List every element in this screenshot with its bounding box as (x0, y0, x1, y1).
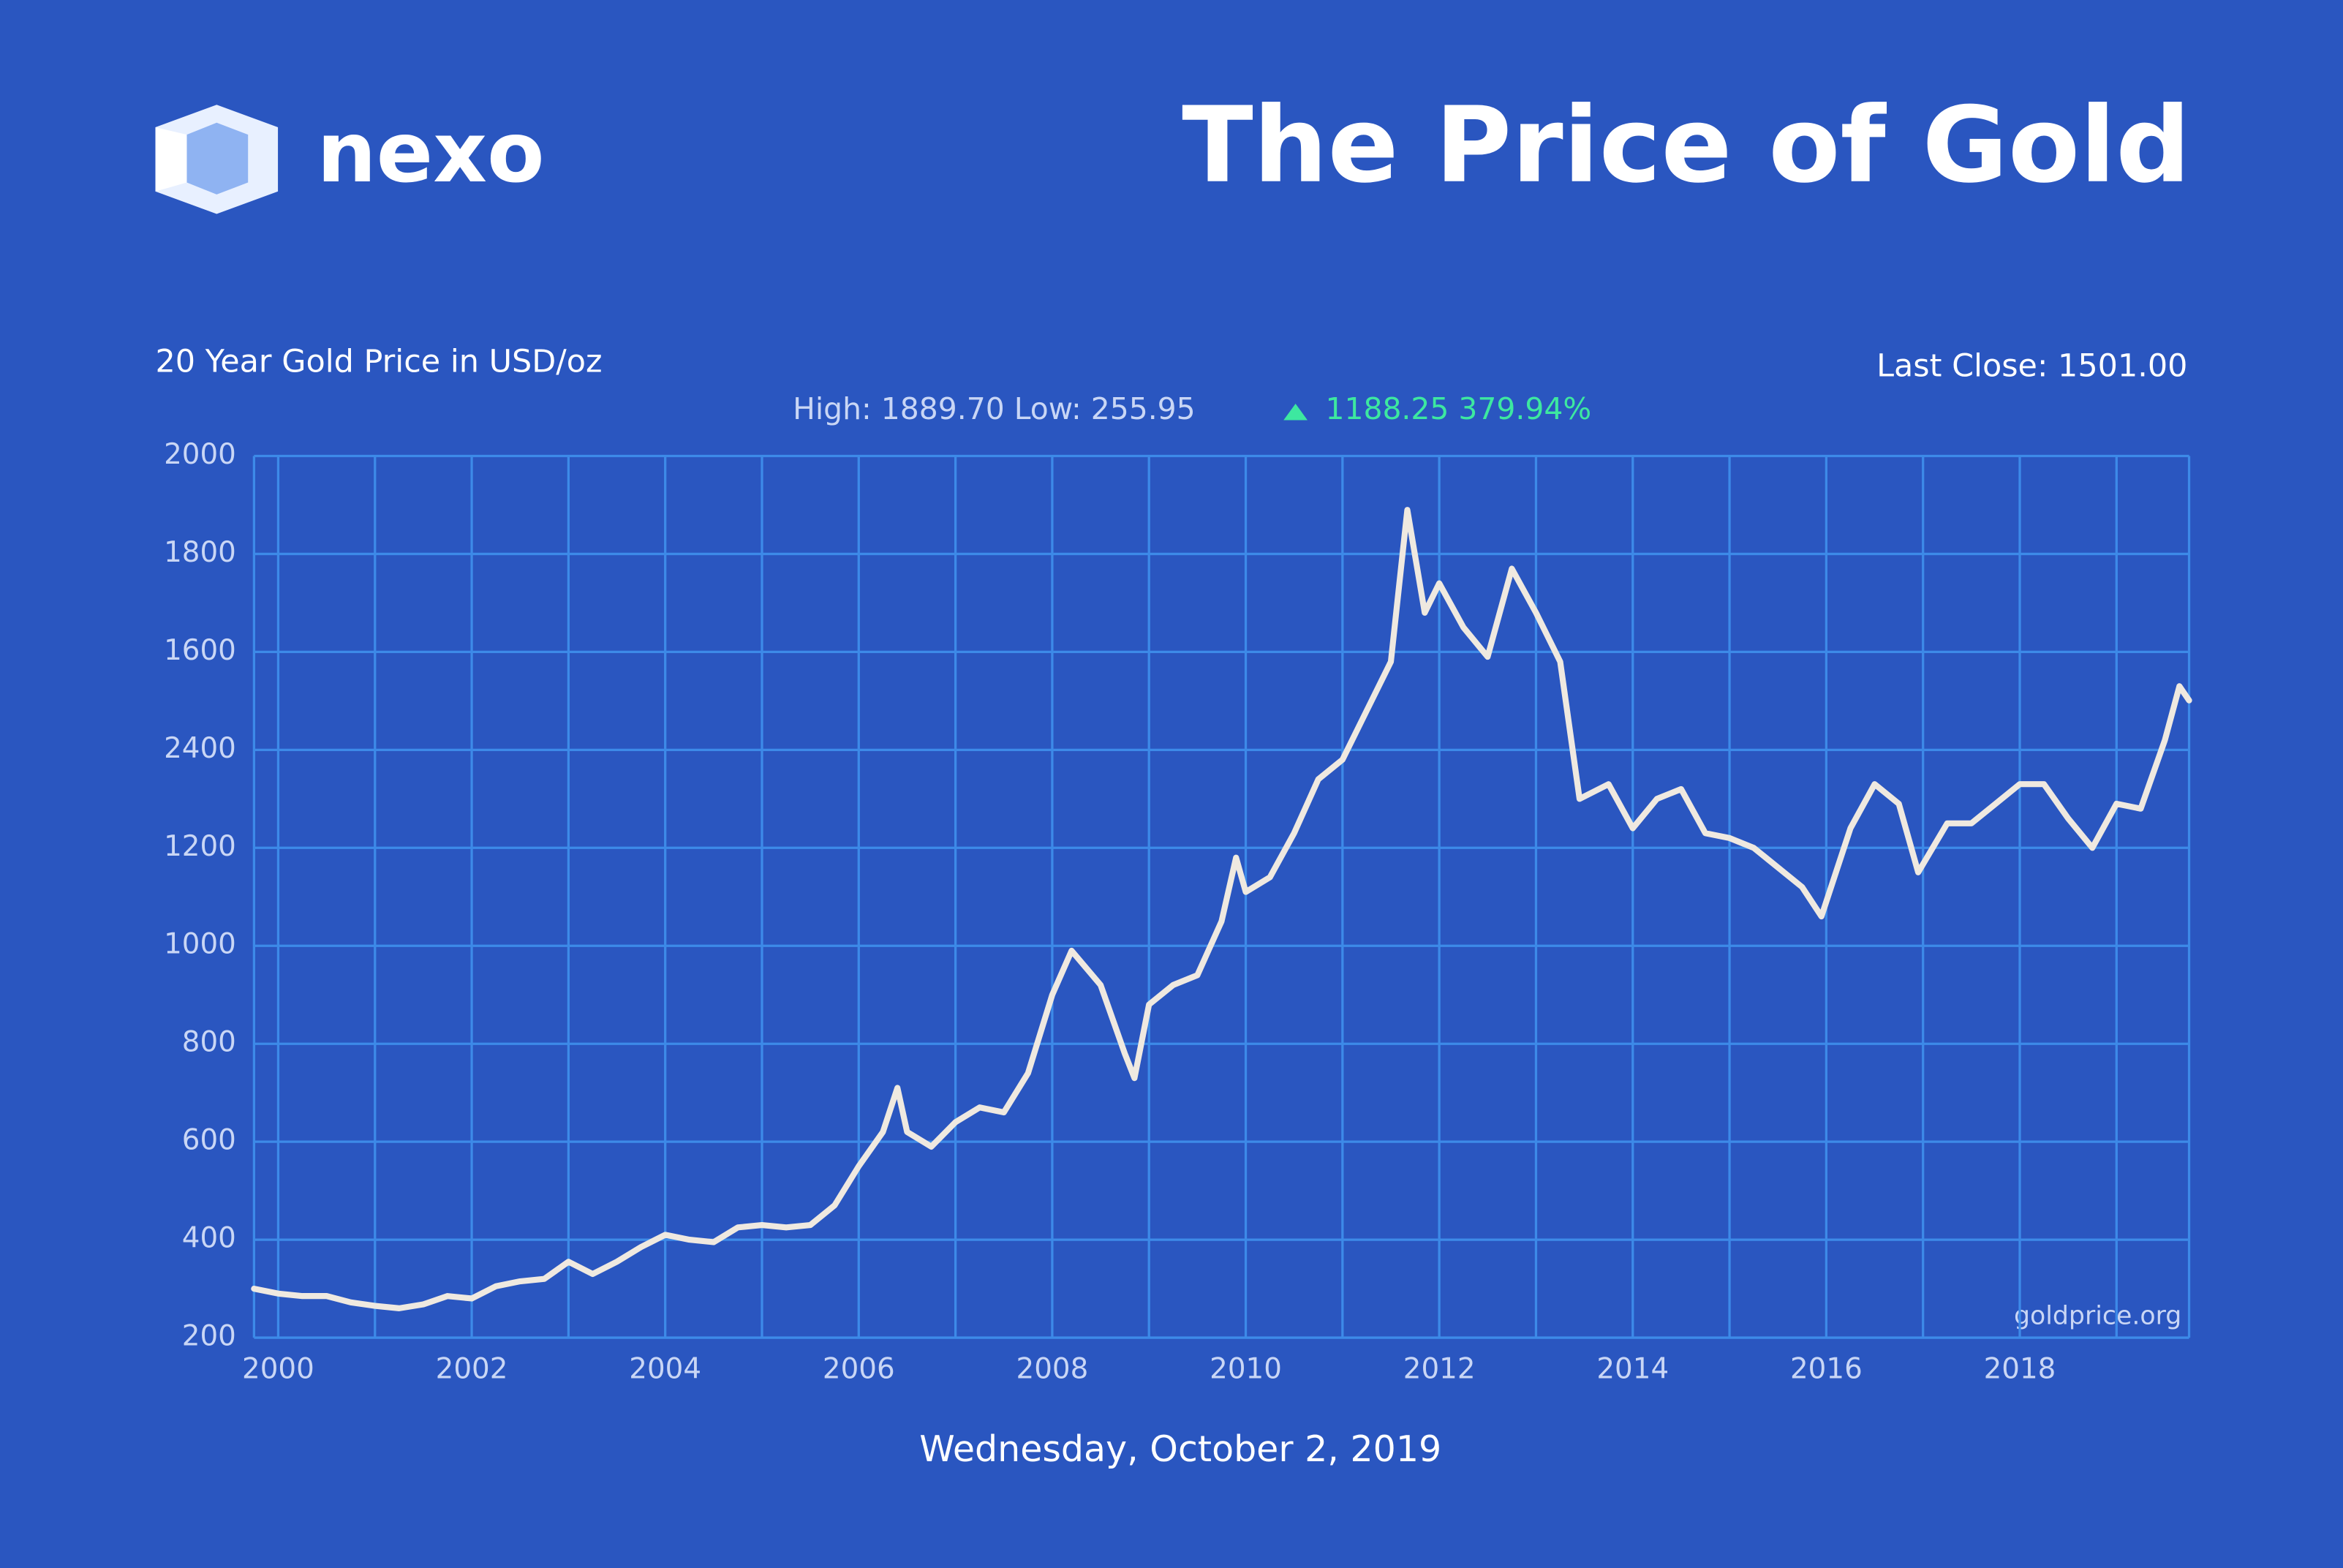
x-tick-label: 2012 (1403, 1353, 1476, 1386)
last-close: Last Close: 1501.00 (1876, 347, 2187, 384)
y-tick-label: 1600 (164, 634, 236, 667)
x-tick-label: 2014 (1596, 1353, 1669, 1386)
x-tick-label: 2004 (629, 1353, 701, 1386)
y-tick-label: 800 (182, 1026, 236, 1059)
logo-icon (155, 105, 279, 214)
y-tick-label: 1200 (164, 830, 236, 863)
high-low: High: 1889.70 Low: 255.95 (793, 391, 1196, 426)
x-tick-label: 2008 (1016, 1353, 1089, 1386)
y-tick-label: 2400 (164, 732, 236, 765)
x-tick-label: 2016 (1790, 1353, 1863, 1386)
y-tick-label: 1800 (164, 536, 236, 569)
change: 1188.25 379.94% (1325, 391, 1591, 426)
x-tick-label: 2002 (436, 1353, 508, 1386)
subtitle: 20 Year Gold Price in USD/oz (156, 343, 603, 380)
source: goldprice.org (2014, 1301, 2181, 1330)
y-tick-label: 1000 (164, 928, 236, 961)
plot-grid (252, 454, 2191, 1339)
x-tick-label: 2010 (1210, 1353, 1282, 1386)
price-line (251, 507, 2192, 1311)
date: Wednesday, October 2, 2019 (919, 1428, 1441, 1470)
y-tick-label: 200 (182, 1320, 236, 1353)
chart-title: The Price of Gold (1182, 84, 2190, 206)
y-tick-label: 2000 (164, 438, 236, 471)
x-tick-label: 2000 (242, 1353, 314, 1386)
y-tick-label: 600 (182, 1124, 236, 1157)
brand: nexo (317, 104, 544, 201)
up-arrow (1283, 403, 1308, 421)
x-tick-label: 2006 (823, 1353, 895, 1386)
x-tick-label: 2018 (1984, 1353, 2056, 1386)
y-tick-label: 400 (182, 1222, 236, 1255)
